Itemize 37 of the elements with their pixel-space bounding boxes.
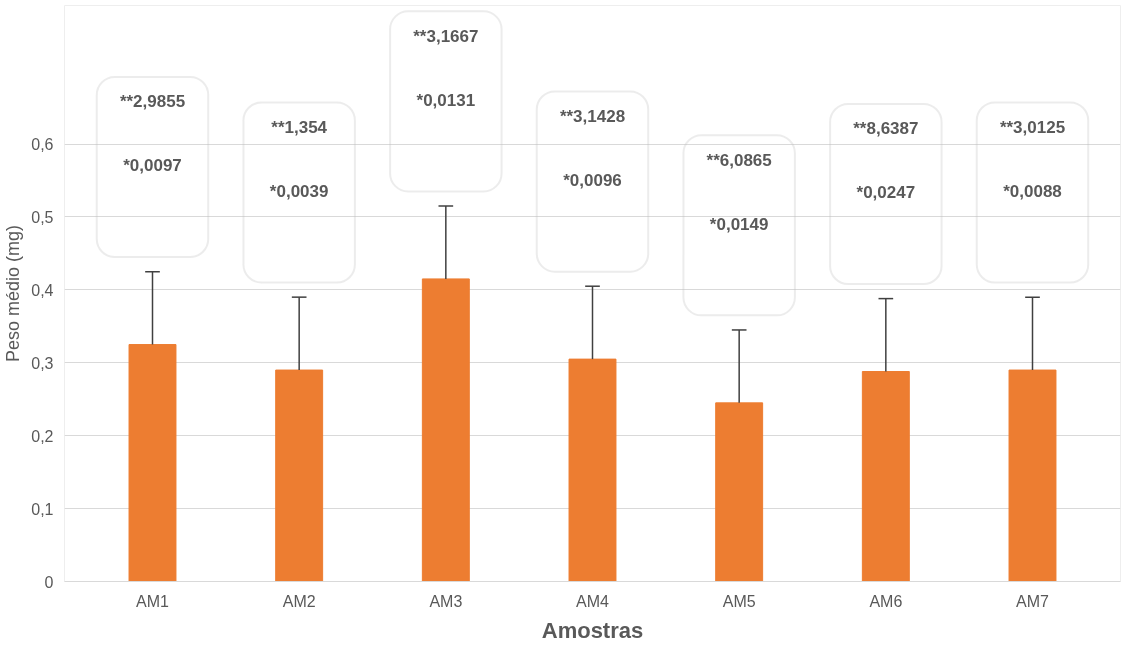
- bar: [421, 278, 470, 582]
- annotation: *0,0097: [123, 156, 182, 176]
- x-axis-title: Amostras: [541, 617, 644, 643]
- annotation: *0,0096: [563, 170, 622, 190]
- annotation: **3,0125: [999, 117, 1066, 137]
- y-tick-label: 0,3: [31, 354, 54, 372]
- y-tick-label: 0,4: [31, 281, 54, 299]
- y-tick-label: 0,6: [31, 136, 54, 154]
- x-tick-label: AM6: [869, 592, 903, 610]
- annotation: **3,1667: [413, 26, 479, 46]
- y-tick-label: 0: [44, 573, 54, 591]
- annotation: *0,0131: [416, 90, 476, 110]
- y-tick-label: 0,5: [31, 208, 54, 226]
- bar: [275, 369, 324, 582]
- bar: [861, 371, 910, 582]
- bar: [715, 402, 764, 582]
- x-tick-label: AM7: [1016, 592, 1050, 610]
- bar: [568, 358, 617, 582]
- x-tick-label: AM5: [722, 592, 756, 610]
- annotation: *0,0039: [269, 181, 329, 201]
- x-tick-label: AM2: [282, 592, 316, 610]
- annotation: **6,0865: [706, 150, 772, 170]
- y-tick-label: 0,2: [31, 427, 54, 445]
- annotation: **3,1428: [559, 106, 626, 126]
- annotation: **1,354: [271, 117, 328, 137]
- y-axis-title: Peso médio (mg): [3, 224, 24, 363]
- x-tick-label: AM4: [576, 592, 610, 610]
- x-tick-label: AM3: [429, 592, 463, 610]
- bar: [1008, 369, 1057, 582]
- y-tick-label: 0,1: [31, 500, 54, 518]
- annotation: *0,0149: [709, 214, 769, 234]
- annotation: *0,0247: [856, 183, 916, 203]
- annotation: **2,9855: [119, 92, 186, 112]
- annotation: *0,0088: [1003, 181, 1062, 201]
- x-tick-label: AM1: [136, 592, 170, 610]
- annotation: **8,6387: [853, 119, 919, 139]
- bar: [128, 344, 177, 582]
